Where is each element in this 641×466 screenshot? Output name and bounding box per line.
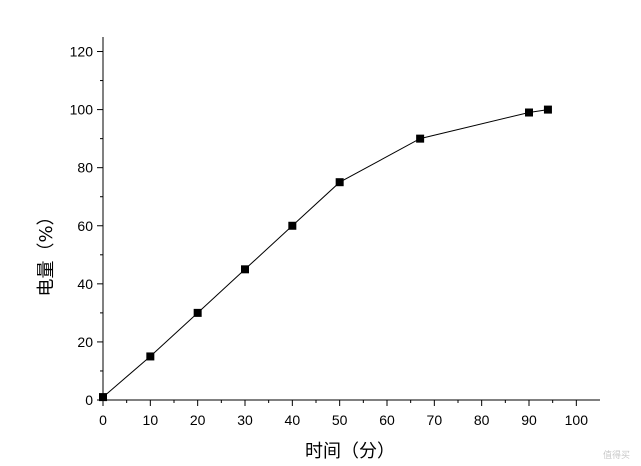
- data-point-marker: [335, 178, 344, 187]
- y-tick-label: 120: [70, 44, 94, 60]
- data-point-marker: [241, 265, 249, 274]
- series: [99, 105, 552, 402]
- y-tick-label: 40: [77, 276, 93, 292]
- x-tick-label: 90: [521, 412, 537, 428]
- x-tick-label: 50: [332, 412, 348, 428]
- y-tick-label: 20: [77, 334, 93, 350]
- x-tick-label: 60: [379, 412, 395, 428]
- x-tick-label: 30: [237, 412, 253, 428]
- data-point-marker: [99, 393, 107, 402]
- x-tick-label: 10: [143, 412, 159, 428]
- data-point-marker: [543, 105, 552, 114]
- x-axis-title: 时间（分）: [305, 441, 395, 462]
- data-point-marker: [416, 134, 425, 143]
- series-line: [102, 109, 548, 398]
- data-point-marker: [193, 308, 202, 317]
- axes: [102, 37, 600, 401]
- y-tick-label: 0: [85, 392, 93, 408]
- y-tick-label: 60: [77, 218, 93, 234]
- x-tick-label: 20: [190, 412, 206, 428]
- data-point-marker: [288, 221, 297, 230]
- x-tick-label: 80: [474, 412, 490, 428]
- y-axis-ticks: 0 20 40 60 80 100 120: [70, 44, 103, 408]
- x-tick-label: 0: [99, 412, 107, 428]
- x-axis-ticks: 0 10 20 30 40 50 60 70 80 90 100: [99, 400, 588, 428]
- data-point-marker: [146, 352, 155, 361]
- y-axis-title: 电量（%）: [36, 207, 57, 296]
- x-tick-label: 100: [565, 412, 589, 428]
- data-point-marker: [525, 108, 533, 117]
- watermark: 值得买: [603, 449, 630, 461]
- x-tick-label: 40: [285, 412, 301, 428]
- x-tick-label: 70: [427, 412, 443, 428]
- y-tick-label: 100: [70, 102, 94, 118]
- y-tick-label: 80: [77, 160, 93, 176]
